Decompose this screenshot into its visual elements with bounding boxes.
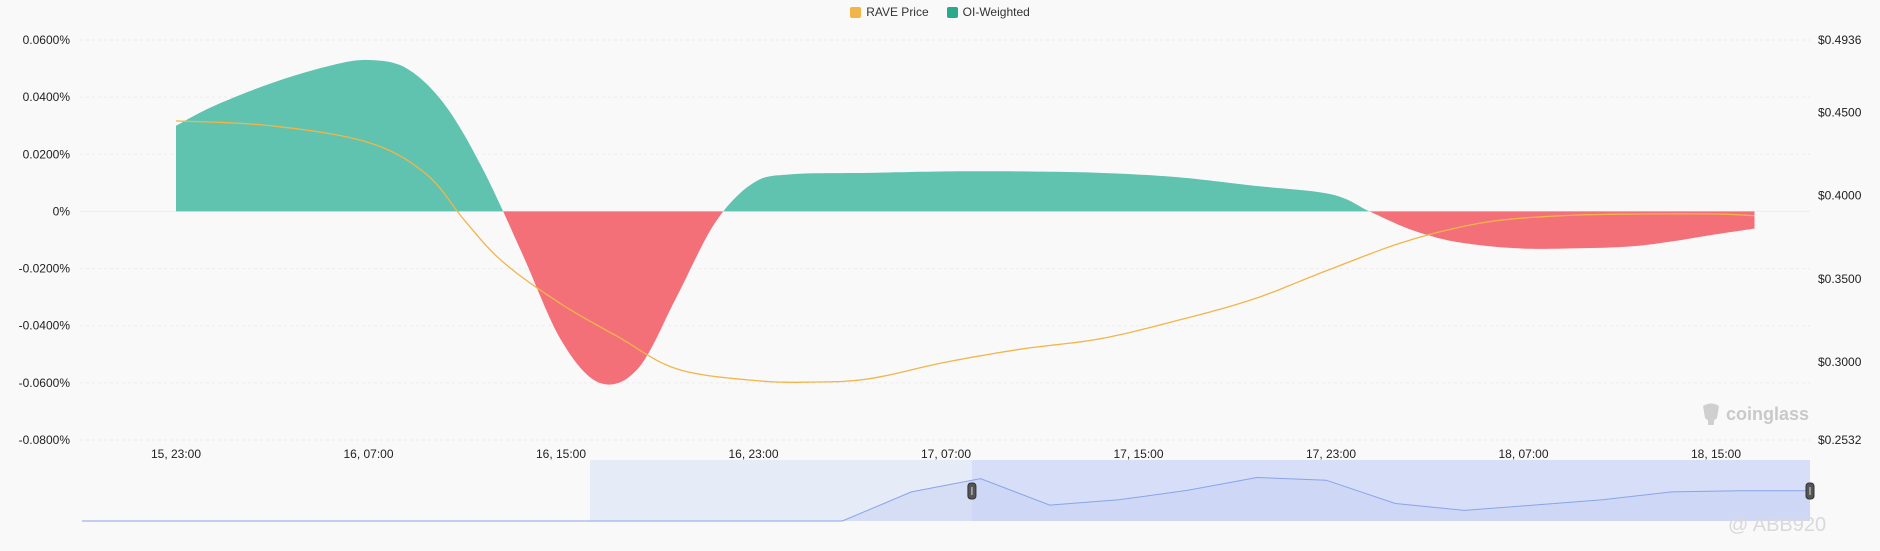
y-right-tick-label: $0.3000 [1818, 355, 1862, 369]
legend-label-oi-weighted: OI-Weighted [962, 5, 1030, 19]
y-right-tick-label: $0.4936 [1818, 33, 1862, 47]
coinglass-watermark-text: coinglass [1726, 403, 1810, 424]
chart-legend: RAVE Price OI-Weighted [0, 5, 1880, 19]
oi-weighted-positive-area [176, 59, 1370, 212]
x-tick-label: 17, 07:00 [921, 447, 971, 461]
x-tick-label: 15, 23:00 [151, 447, 201, 461]
y-left-tick-label: -0.0600% [19, 376, 71, 390]
y-left-tick-label: 0.0400% [23, 90, 71, 104]
y-left-tick-label: 0.0200% [23, 147, 71, 161]
coinglass-logo-icon [1703, 403, 1719, 425]
y-right-tick-label: $0.3500 [1818, 272, 1862, 286]
legend-item-rave-price[interactable]: RAVE Price [850, 5, 929, 19]
oi-weighted-negative-area [176, 211, 1755, 385]
navigator-area [82, 477, 1810, 521]
y-right-tick-label: $0.2532 [1818, 433, 1862, 447]
y-right-tick-label: $0.4000 [1818, 189, 1862, 203]
x-tick-label: 18, 15:00 [1691, 447, 1741, 461]
x-tick-label: 16, 15:00 [536, 447, 586, 461]
x-tick-label: 17, 23:00 [1306, 447, 1356, 461]
y-left-tick-label: 0% [53, 204, 71, 218]
coinglass-watermark: coinglass [1700, 402, 1809, 426]
x-tick-label: 16, 07:00 [343, 447, 393, 461]
y-left-tick-label: -0.0200% [19, 262, 71, 276]
x-tick-label: 16, 23:00 [728, 447, 778, 461]
y-left-tick-label: 0.0600% [23, 33, 71, 47]
x-tick-label: 18, 07:00 [1498, 447, 1548, 461]
rave-price-line [175, 120, 1755, 383]
legend-label-rave-price: RAVE Price [866, 5, 929, 19]
navigator-line [82, 476, 1810, 522]
y-right-tick-label: $0.4500 [1818, 106, 1862, 120]
x-tick-label: 17, 15:00 [1113, 447, 1163, 461]
user-watermark: @ ABB920 [1728, 514, 1827, 536]
legend-item-oi-weighted[interactable]: OI-Weighted [946, 5, 1030, 19]
legend-swatch-oi-weighted [946, 6, 958, 18]
legend-swatch-rave-price [850, 6, 862, 18]
y-left-tick-label: -0.0400% [19, 319, 71, 333]
y-left-tick-label: -0.0800% [19, 433, 71, 447]
